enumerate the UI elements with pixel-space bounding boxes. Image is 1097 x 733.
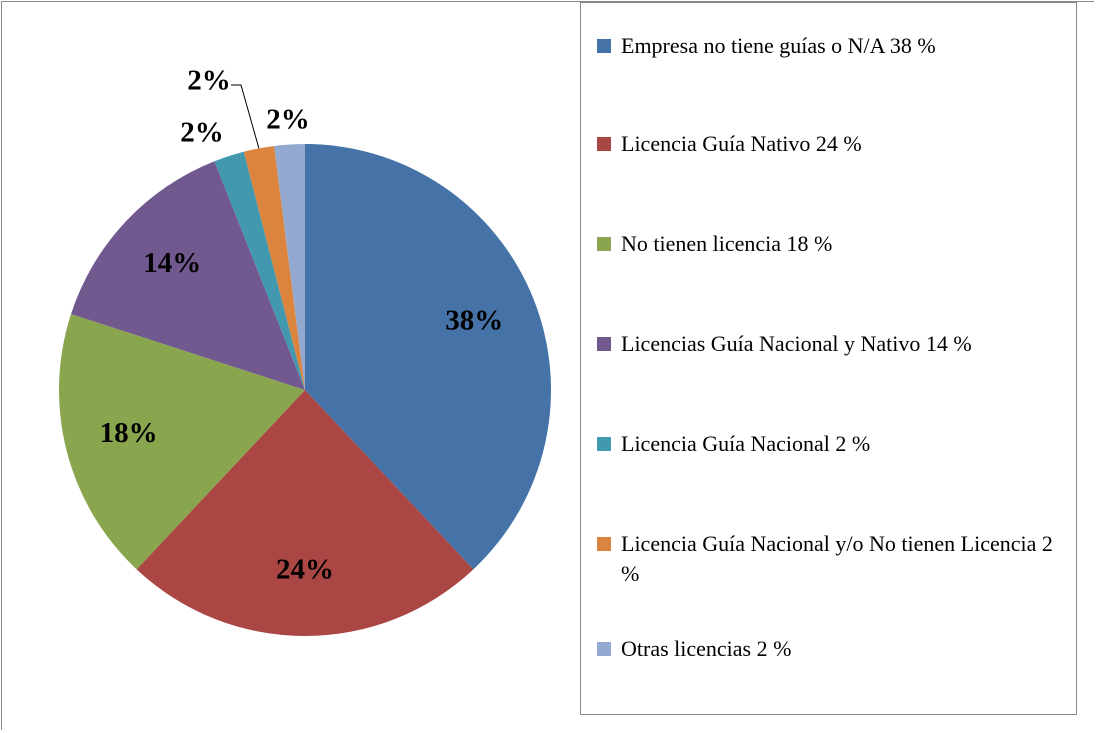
chart: 38% 24% 18% 14% 2% 2% 2%	[59, 65, 551, 636]
data-label: 2%	[180, 117, 224, 149]
legend-swatch	[597, 437, 611, 451]
legend-swatch	[597, 642, 611, 656]
legend-swatch	[597, 39, 611, 53]
pie-slice	[305, 144, 551, 570]
legend-swatch	[597, 137, 611, 151]
legend-label: No tienen licencia 18 %	[621, 231, 833, 256]
legend-label: Licencia Guía Nativo 24 %	[621, 131, 862, 156]
legend-label: Licencias Guía Nacional y Nativo 14 %	[621, 331, 972, 356]
legend-swatch	[597, 237, 611, 251]
pie-slice	[71, 161, 305, 390]
legend-label: Otras licencias 2 %	[621, 636, 792, 661]
data-label: 2%	[266, 104, 310, 136]
data-label: 2%	[187, 65, 231, 97]
legend-label: Licencia Guía Nacional y/o No tienen Lic…	[621, 531, 1053, 586]
data-label: 14%	[143, 247, 201, 279]
pie-slice	[274, 144, 305, 390]
pie-slice	[243, 145, 305, 390]
pie-slice	[59, 313, 306, 570]
pie-slice	[214, 151, 305, 390]
legend-swatch	[597, 337, 611, 351]
data-label: 24%	[276, 554, 334, 586]
legend-swatch	[597, 537, 611, 551]
legend-label: Empresa no tiene guías o N/A 38 %	[621, 33, 936, 58]
data-label: 38%	[445, 305, 503, 337]
legend-label: Licencia Guía Nacional 2 %	[621, 431, 871, 456]
pie-slice	[136, 390, 474, 636]
data-label: 18%	[100, 417, 158, 449]
legend: Empresa no tiene guías o N/A 38 % Licenci…	[580, 2, 1077, 715]
leader-line	[231, 84, 260, 149]
